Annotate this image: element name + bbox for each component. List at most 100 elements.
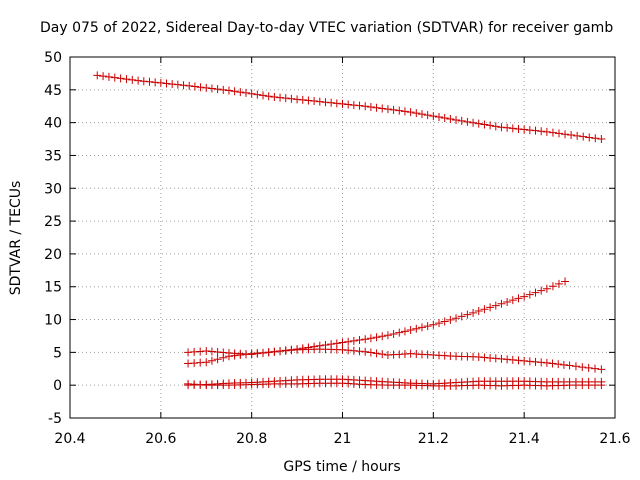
data-point (417, 323, 426, 332)
data-point (567, 131, 576, 140)
grid-lines (70, 57, 615, 418)
data-point (264, 348, 273, 357)
data-point (435, 319, 444, 328)
data-point (116, 74, 125, 83)
data-point (579, 132, 588, 141)
data-point (497, 299, 506, 308)
data-point (561, 277, 570, 286)
series-upper-track (93, 71, 606, 144)
data-point (406, 108, 415, 117)
y-tick-label: 30 (44, 181, 62, 197)
data-point (378, 104, 387, 113)
y-axis-label: SDTVAR / TECUs (8, 181, 24, 296)
y-tick-label: 10 (44, 313, 62, 329)
data-point (486, 303, 495, 312)
data-point (168, 80, 177, 89)
data-point (591, 134, 600, 143)
data-point (508, 124, 517, 133)
chart-title: Day 075 of 2022, Sidereal Day-to-day VTE… (40, 20, 613, 36)
data-point (474, 119, 483, 128)
data-point (93, 71, 102, 80)
data-point (310, 97, 319, 106)
data-point (372, 103, 381, 112)
data-point (99, 72, 108, 81)
data-point (355, 101, 364, 110)
data-point (270, 93, 279, 102)
data-point (207, 84, 216, 93)
data-point (304, 96, 313, 105)
data-point (162, 79, 171, 88)
data-point (480, 120, 489, 129)
data-point (525, 126, 534, 135)
y-tick-label: 25 (44, 214, 62, 230)
data-point (584, 363, 593, 372)
data-point (264, 92, 273, 101)
data-point (151, 78, 160, 87)
data-point (338, 99, 347, 108)
data-point (548, 359, 557, 368)
data-point (480, 305, 489, 314)
data-point (315, 97, 324, 106)
data-point (259, 91, 268, 100)
data-point (578, 363, 587, 372)
y-tick-label: 5 (53, 345, 62, 361)
data-point (497, 123, 506, 132)
data-point (338, 338, 347, 347)
data-point (122, 75, 131, 84)
data-point (372, 333, 381, 342)
data-point (469, 118, 478, 127)
data-point (400, 107, 409, 116)
data-point (508, 296, 517, 305)
y-axis-ticks: -5 0 5 10 15 20 25 30 35 40 45 50 (44, 50, 615, 427)
data-point (247, 350, 256, 359)
data-point (554, 279, 563, 288)
data-point (474, 307, 483, 316)
data-point (259, 349, 268, 358)
series-lower-track (184, 375, 606, 390)
data-point (293, 95, 302, 104)
data-point (531, 126, 540, 135)
data-point (179, 81, 188, 90)
data-point (537, 127, 546, 136)
data-point (525, 290, 534, 299)
data-point (236, 88, 245, 97)
data-point (355, 336, 364, 345)
data-point (395, 328, 404, 337)
data-point (597, 135, 606, 144)
data-point (400, 327, 409, 336)
data-point (332, 99, 341, 108)
data-point (361, 102, 370, 111)
data-point (565, 361, 574, 370)
data-point (219, 85, 228, 94)
data-point (145, 77, 154, 86)
data-point (366, 348, 375, 357)
data-point (366, 102, 375, 111)
data-point (412, 324, 421, 333)
data-point (435, 113, 444, 122)
x-axis-label: GPS time / hours (283, 459, 400, 475)
data-point (423, 322, 432, 331)
data-point (452, 116, 461, 125)
data-point (597, 365, 606, 374)
data-point (429, 112, 438, 121)
series-base-track (184, 379, 606, 390)
y-tick-label: 15 (44, 280, 62, 296)
data-point (514, 124, 523, 133)
y-tick-label: 0 (53, 378, 62, 394)
y-tick-label: 20 (44, 247, 62, 263)
data-point (585, 133, 594, 142)
data-point (104, 72, 113, 81)
data-point (446, 315, 455, 324)
data-point (440, 114, 449, 123)
data-point (321, 98, 330, 107)
data-point (463, 117, 472, 126)
data-point (281, 94, 290, 103)
data-point (276, 93, 285, 102)
data-point (361, 347, 370, 356)
data-point (597, 381, 606, 390)
data-point (156, 78, 165, 87)
data-point (554, 129, 563, 138)
data-point (349, 336, 358, 345)
series-middle-track (184, 345, 606, 374)
